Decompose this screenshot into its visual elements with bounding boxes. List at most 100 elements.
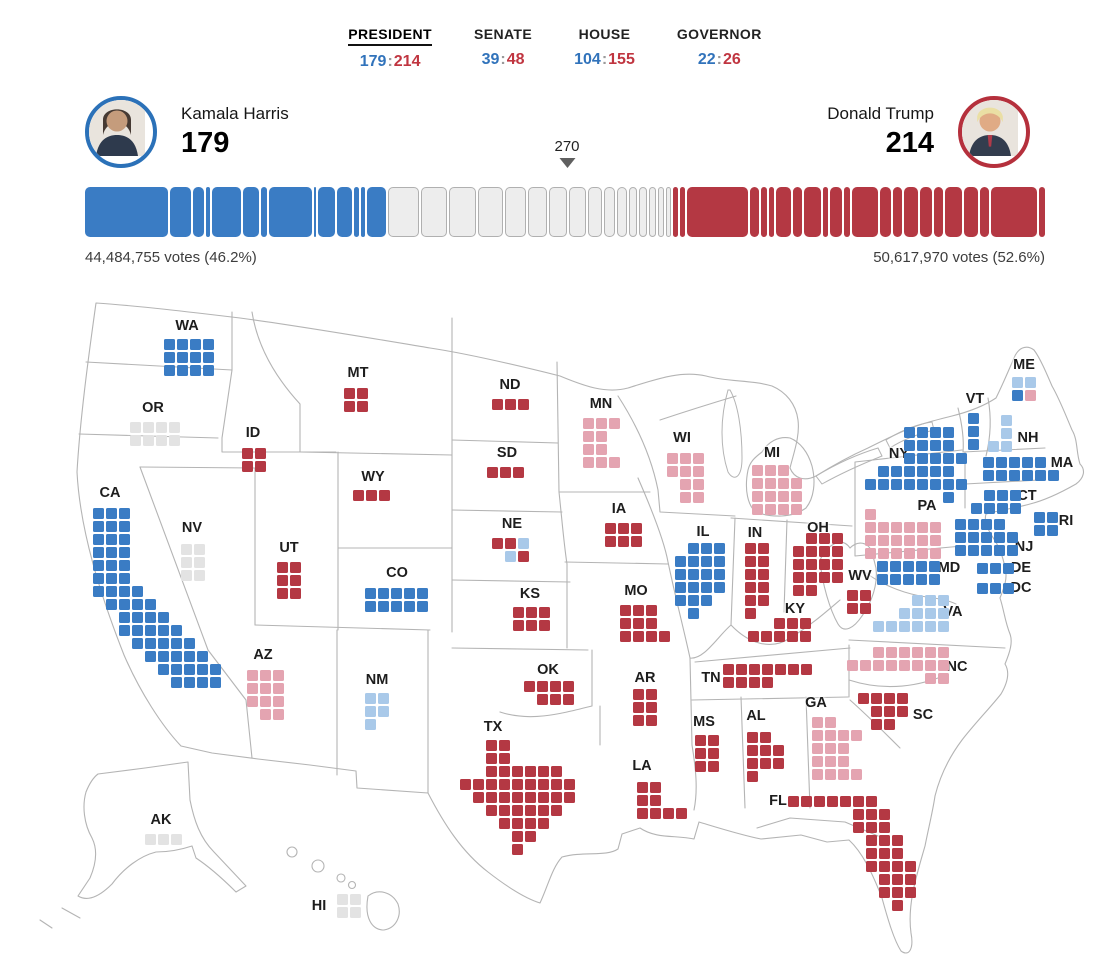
bar-segment-rep[interactable] bbox=[686, 187, 748, 237]
bar-segment-uncalled[interactable] bbox=[449, 187, 476, 237]
bar-segment-uncalled[interactable] bbox=[387, 187, 419, 237]
bar-segment-rep[interactable] bbox=[945, 187, 963, 237]
bar-segment-rep[interactable] bbox=[979, 187, 990, 237]
ev-square bbox=[473, 792, 484, 803]
ev-square bbox=[765, 478, 776, 489]
tab-president[interactable]: PRESIDENT 179:214 bbox=[348, 26, 432, 71]
ev-square bbox=[164, 339, 175, 350]
bar-segment-dem[interactable] bbox=[268, 187, 312, 237]
bar-segment-rep[interactable] bbox=[673, 187, 679, 237]
bar-segment-rep[interactable] bbox=[919, 187, 933, 237]
ev-square bbox=[181, 544, 192, 555]
ev-square bbox=[158, 651, 169, 662]
ev-square bbox=[675, 569, 686, 580]
bar-segment-dem[interactable] bbox=[336, 187, 352, 237]
ev-square bbox=[486, 779, 497, 790]
ev-square bbox=[255, 448, 266, 459]
bar-segment-uncalled[interactable] bbox=[568, 187, 586, 237]
ev-square bbox=[93, 508, 104, 519]
bar-segment-dem[interactable] bbox=[260, 187, 267, 237]
bar-segment-dem[interactable] bbox=[85, 187, 168, 237]
bar-segment-dem[interactable] bbox=[205, 187, 211, 237]
bar-segment-dem[interactable] bbox=[169, 187, 192, 237]
ev-square bbox=[917, 522, 928, 533]
ev-square bbox=[650, 782, 661, 793]
bar-segment-rep[interactable] bbox=[769, 187, 774, 237]
bar-segment-dem[interactable] bbox=[317, 187, 335, 237]
bar-segment-rep[interactable] bbox=[775, 187, 792, 237]
bar-segment-dem[interactable] bbox=[193, 187, 204, 237]
ev-square bbox=[968, 545, 979, 556]
bar-segment-uncalled[interactable] bbox=[420, 187, 448, 237]
ev-square bbox=[984, 490, 995, 501]
bar-segment-rep[interactable] bbox=[749, 187, 760, 237]
ev-square bbox=[994, 545, 1005, 556]
bar-segment-rep[interactable] bbox=[843, 187, 851, 237]
ev-square bbox=[145, 638, 156, 649]
ev-square bbox=[499, 779, 510, 790]
bar-segment-uncalled[interactable] bbox=[628, 187, 638, 237]
state-label-id: ID bbox=[245, 425, 261, 441]
bar-segment-rep[interactable] bbox=[793, 187, 803, 237]
bar-segment-uncalled[interactable] bbox=[639, 187, 648, 237]
bar-segment-dem[interactable] bbox=[353, 187, 359, 237]
ev-square bbox=[177, 365, 188, 376]
tab-senate[interactable]: SENATE 39:48 bbox=[474, 26, 532, 71]
count-separator: : bbox=[601, 51, 608, 68]
bar-segment-rep[interactable] bbox=[964, 187, 978, 237]
bar-segment-rep[interactable] bbox=[934, 187, 944, 237]
bar-segment-rep[interactable] bbox=[904, 187, 918, 237]
bar-segment-uncalled[interactable] bbox=[657, 187, 665, 237]
state-label-de: DE bbox=[1010, 560, 1032, 576]
bar-segment-uncalled[interactable] bbox=[666, 187, 672, 237]
bar-segment-uncalled[interactable] bbox=[477, 187, 503, 237]
bar-segment-rep[interactable] bbox=[1038, 187, 1046, 237]
bar-segment-dem[interactable] bbox=[212, 187, 242, 237]
bar-segment-dem[interactable] bbox=[313, 187, 316, 237]
ev-square bbox=[752, 478, 763, 489]
bar-segment-rep[interactable] bbox=[823, 187, 828, 237]
ev-square bbox=[873, 621, 884, 632]
bar-segment-rep[interactable] bbox=[892, 187, 903, 237]
tab-house[interactable]: HOUSE 104:155 bbox=[574, 26, 635, 71]
bar-segment-dem[interactable] bbox=[243, 187, 259, 237]
ev-square bbox=[106, 573, 117, 584]
trump-ev-count: 214 bbox=[885, 127, 934, 159]
bar-segment-rep[interactable] bbox=[829, 187, 842, 237]
bar-segment-uncalled[interactable] bbox=[604, 187, 616, 237]
bar-segment-uncalled[interactable] bbox=[587, 187, 603, 237]
bar-segment-rep[interactable] bbox=[761, 187, 768, 237]
bar-segment-rep[interactable] bbox=[680, 187, 685, 237]
ev-square bbox=[925, 595, 936, 606]
ev-square bbox=[344, 401, 355, 412]
bar-segment-rep[interactable] bbox=[804, 187, 822, 237]
bar-segment-uncalled[interactable] bbox=[617, 187, 627, 237]
state-label-nc: NC bbox=[946, 659, 968, 675]
ev-square bbox=[688, 556, 699, 567]
state-label-ne: NE bbox=[501, 516, 523, 532]
ev-square bbox=[171, 638, 182, 649]
bar-segment-rep[interactable] bbox=[991, 187, 1037, 237]
ev-square bbox=[752, 491, 763, 502]
bar-segment-dem[interactable] bbox=[367, 187, 386, 237]
ev-square bbox=[499, 818, 510, 829]
bar-segment-uncalled[interactable] bbox=[549, 187, 567, 237]
bar-segment-rep[interactable] bbox=[852, 187, 879, 237]
ev-square bbox=[904, 535, 915, 546]
ev-square bbox=[518, 551, 529, 562]
ev-square bbox=[899, 660, 910, 671]
tab-governor[interactable]: GOVERNOR 22:26 bbox=[677, 26, 762, 71]
bar-segment-rep[interactable] bbox=[880, 187, 891, 237]
bar-segment-uncalled[interactable] bbox=[504, 187, 527, 237]
ev-square bbox=[247, 696, 258, 707]
bar-segment-uncalled[interactable] bbox=[649, 187, 656, 237]
ev-square bbox=[788, 664, 799, 675]
bar-segment-uncalled[interactable] bbox=[528, 187, 548, 237]
ev-square bbox=[938, 595, 949, 606]
ev-square bbox=[551, 792, 562, 803]
trump-portrait-placeholder bbox=[962, 100, 1018, 156]
ev-square bbox=[693, 479, 704, 490]
ev-square bbox=[778, 491, 789, 502]
bar-segment-dem[interactable] bbox=[360, 187, 366, 237]
ev-square bbox=[827, 796, 838, 807]
